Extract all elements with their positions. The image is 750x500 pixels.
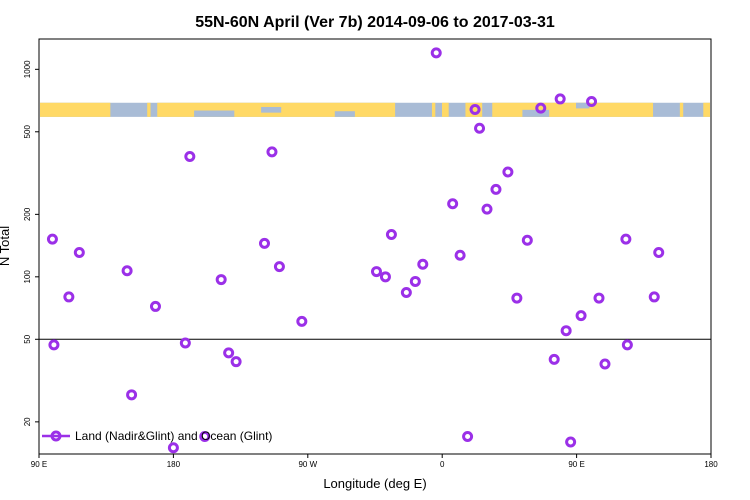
map-land-7	[679, 102, 684, 117]
plot-area	[39, 39, 711, 454]
map-bay-4	[576, 102, 590, 109]
x-tick-label: 90 E	[31, 460, 47, 469]
data-point	[521, 234, 533, 246]
map-land-8	[703, 102, 710, 117]
legend-marker	[50, 430, 62, 442]
map-land-1	[147, 102, 151, 117]
legend-entry-label: Land (Nadir&Glint) and Ocean (Glint)	[75, 429, 272, 443]
data-point	[230, 356, 242, 368]
data-point	[63, 291, 75, 303]
data-point	[126, 389, 138, 401]
data-point	[560, 325, 572, 337]
data-point	[121, 265, 133, 277]
data-point	[447, 198, 459, 210]
data-point	[653, 246, 665, 258]
data-point	[511, 292, 523, 304]
map-bay-0	[194, 110, 235, 117]
data-point	[179, 337, 191, 349]
map-bay-3	[522, 109, 550, 117]
data-point	[474, 122, 486, 134]
data-point	[548, 353, 560, 365]
data-point	[648, 291, 660, 303]
y-tick-label: 1000	[23, 60, 32, 78]
data-point	[379, 271, 391, 283]
world-map-strip	[40, 102, 710, 117]
data-point	[593, 292, 605, 304]
data-point	[599, 358, 611, 370]
data-point	[502, 166, 514, 178]
data-point	[149, 300, 161, 312]
map-land-6	[492, 102, 654, 117]
x-tick-label: 0	[440, 460, 445, 469]
data-point	[409, 275, 421, 287]
plot-background	[39, 39, 711, 454]
data-point	[370, 266, 382, 278]
data-point	[469, 104, 481, 116]
y-tick-label: 500	[23, 125, 32, 139]
data-point	[273, 261, 285, 273]
data-points	[46, 47, 665, 454]
data-point	[620, 233, 632, 245]
map-bay-2	[334, 111, 355, 117]
map-land-3	[431, 102, 436, 117]
data-point	[199, 431, 211, 443]
map-land-0	[40, 102, 111, 117]
data-point	[296, 315, 308, 327]
plot-frame	[38, 38, 712, 455]
x-axis: 90 E 180 90 W 0 90 E 180	[31, 454, 718, 469]
data-point	[167, 442, 179, 454]
data-point	[481, 203, 493, 215]
data-point	[430, 47, 442, 59]
data-point	[266, 146, 278, 158]
x-tick-label: 180	[704, 460, 718, 469]
data-point	[454, 249, 466, 261]
map-land-4	[442, 102, 449, 117]
y-tick-label: 50	[23, 334, 32, 343]
x-tick-label: 90 E	[568, 460, 584, 469]
legend: Land (Nadir&Glint) and Ocean (Glint)	[42, 429, 272, 443]
data-point	[621, 339, 633, 351]
data-point	[490, 183, 502, 195]
chart-title: 55N-60N April (Ver 7b) 2014-09-06 to 201…	[195, 14, 555, 31]
data-point	[565, 436, 577, 448]
data-point	[184, 151, 196, 163]
data-point	[535, 102, 547, 114]
data-point	[46, 233, 58, 245]
data-point	[385, 228, 397, 240]
y-tick-label: 100	[23, 270, 32, 284]
y-tick-label: 20	[23, 417, 32, 426]
data-point	[575, 310, 587, 322]
data-point	[400, 287, 412, 299]
data-point	[223, 347, 235, 359]
data-point	[258, 237, 270, 249]
y-tick-label: 200	[23, 207, 32, 221]
x-axis-label: Longitude (deg E)	[323, 476, 426, 491]
data-point	[586, 95, 598, 107]
map-bay-1	[261, 106, 282, 113]
y-axis-label: N Total	[0, 226, 12, 266]
data-point	[462, 431, 474, 443]
data-point	[554, 93, 566, 105]
data-point	[73, 246, 85, 258]
data-point	[215, 274, 227, 286]
data-point	[417, 258, 429, 270]
data-point	[48, 339, 60, 351]
y-axis: 20 50 100 200 500 1000	[23, 60, 39, 426]
x-tick-label: 180	[167, 460, 181, 469]
x-tick-label: 90 W	[298, 460, 317, 469]
